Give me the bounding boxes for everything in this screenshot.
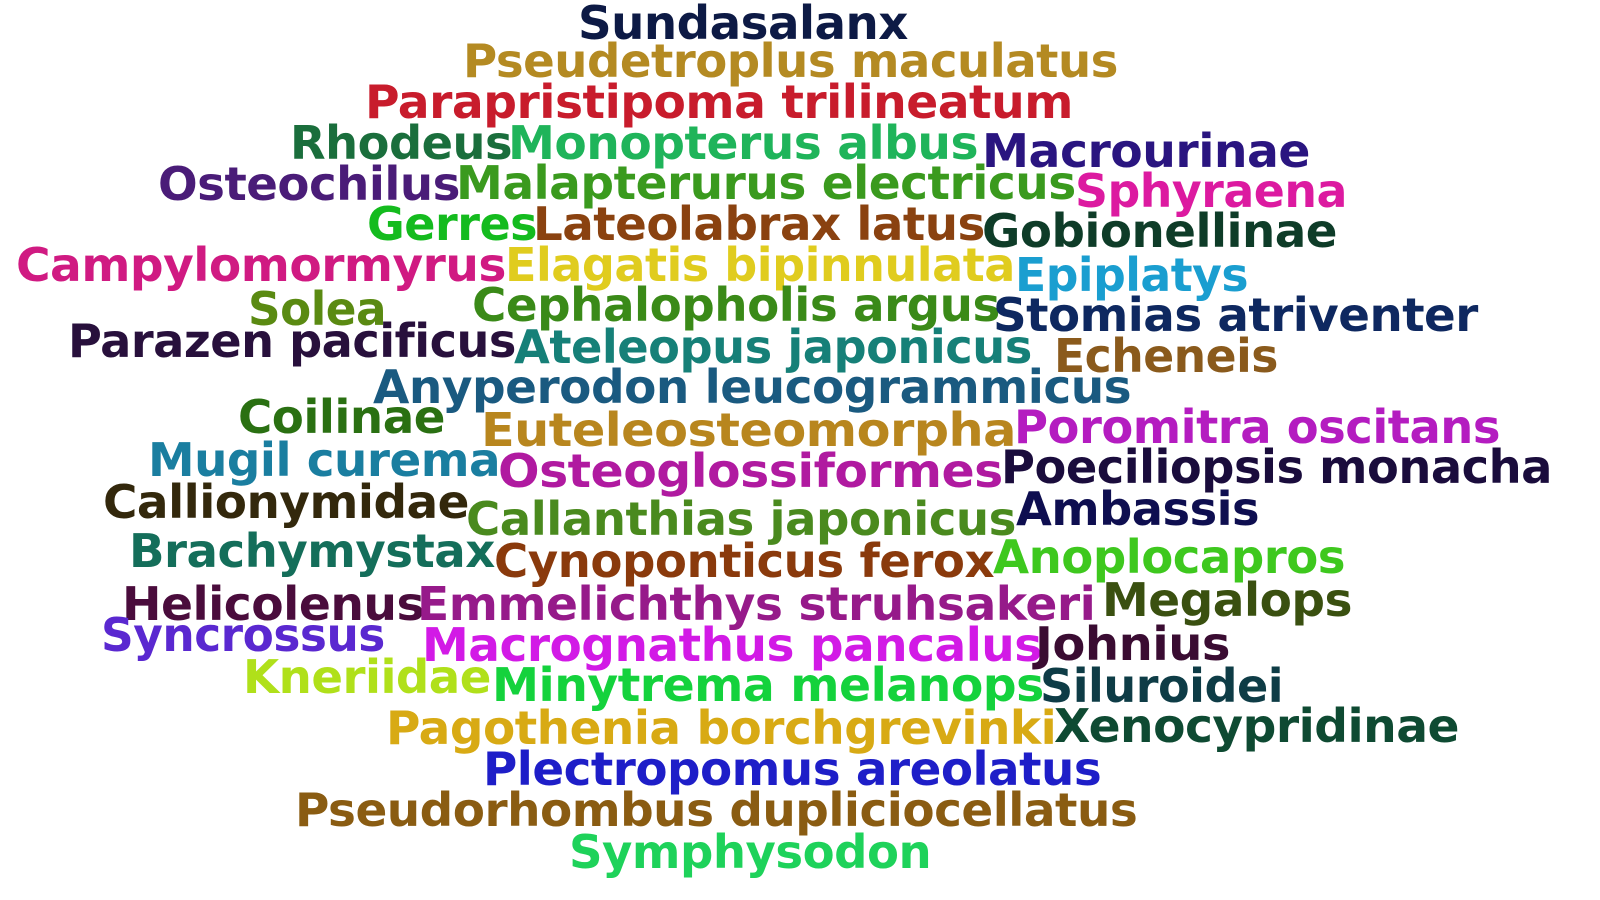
- word-mugil-curema: Mugil curema: [148, 433, 501, 487]
- word-elagatis-bipinnulata: Elagatis bipinnulata: [505, 238, 1015, 292]
- word-macrognathus-pancalus: Macrognathus pancalus: [422, 618, 1042, 672]
- word-ambassis: Ambassis: [1016, 482, 1260, 536]
- word-gobionellinae: Gobionellinae: [982, 204, 1338, 258]
- word-kneriidae: Kneriidae: [243, 650, 491, 704]
- word-callanthias-japonicus: Callanthias japonicus: [466, 492, 1016, 546]
- word-brachymystax: Brachymystax: [129, 524, 495, 578]
- word-emmelichthys-struhsakeri: Emmelichthys struhsakeri: [417, 577, 1096, 631]
- word-epiplatys: Epiplatys: [1015, 248, 1249, 302]
- word-osteoglossiformes: Osteoglossiformes: [498, 444, 1003, 498]
- word-euteleosteomorpha: Euteleosteomorpha: [481, 403, 1016, 457]
- word-solea: Solea: [248, 282, 387, 336]
- word-parazen-pacificus: Parazen pacificus: [68, 314, 516, 368]
- word-cephalopholis-argus: Cephalopholis argus: [472, 278, 1000, 332]
- word-helicolenus: Helicolenus: [122, 577, 425, 631]
- word-anoplocapros: Anoplocapros: [993, 530, 1346, 584]
- word-sphyraena: Sphyraena: [1075, 164, 1347, 218]
- word-macrourinae: Macrourinae: [982, 124, 1311, 178]
- word-pseudorhombus-dupliciocellatus: Pseudorhombus dupliciocellatus: [295, 783, 1138, 837]
- word-plectropomus-areolatus: Plectropomus areolatus: [483, 742, 1102, 796]
- word-minytrema-melanops: Minytrema melanops: [492, 658, 1044, 712]
- word-echeneis: Echeneis: [1054, 329, 1278, 383]
- word-xenocypridinae: Xenocypridinae: [1054, 699, 1459, 753]
- word-rhodeus: Rhodeus: [290, 116, 513, 170]
- word-symphysodon: Symphysodon: [569, 825, 932, 879]
- word-poromitra-oscitans: Poromitra oscitans: [1014, 400, 1501, 454]
- word-cynoponticus-ferox: Cynoponticus ferox: [494, 534, 995, 588]
- word-gerres: Gerres: [367, 197, 538, 251]
- word-megalops: Megalops: [1102, 573, 1353, 627]
- word-coilinae: Coilinae: [238, 390, 445, 444]
- word-campylomormyrus: Campylomormyrus: [16, 238, 506, 292]
- word-stomias-atriventer: Stomias atriventer: [993, 288, 1478, 342]
- word-syncrossus: Syncrossus: [101, 608, 385, 662]
- word-sundasalanx: Sundasalanx: [578, 0, 908, 50]
- word-malapterurus-electricus: Malapterurus electricus: [456, 156, 1076, 210]
- word-pagothenia-borchgrevinki: Pagothenia borchgrevinki: [386, 701, 1057, 755]
- word-ateleopus-japonicus: Ateleopus japonicus: [514, 320, 1032, 374]
- word-parapristipoma-trilineatum: Parapristipoma trilineatum: [365, 75, 1073, 129]
- word-pseudetroplus-maculatus: Pseudetroplus maculatus: [463, 34, 1118, 88]
- word-johnius: Johnius: [1035, 617, 1231, 671]
- word-callionymidae: Callionymidae: [103, 475, 469, 529]
- word-lateolabrax-latus: Lateolabrax latus: [533, 197, 985, 251]
- word-siluroidei: Siluroidei: [1040, 659, 1284, 713]
- word-monopterus-albus: Monopterus albus: [508, 116, 979, 170]
- word-osteochilus: Osteochilus: [158, 157, 460, 211]
- word-anyperodon-leucogrammicus: Anyperodon leucogrammicus: [373, 360, 1132, 414]
- word-poeciliopsis-monacha: Poeciliopsis monacha: [1001, 440, 1552, 494]
